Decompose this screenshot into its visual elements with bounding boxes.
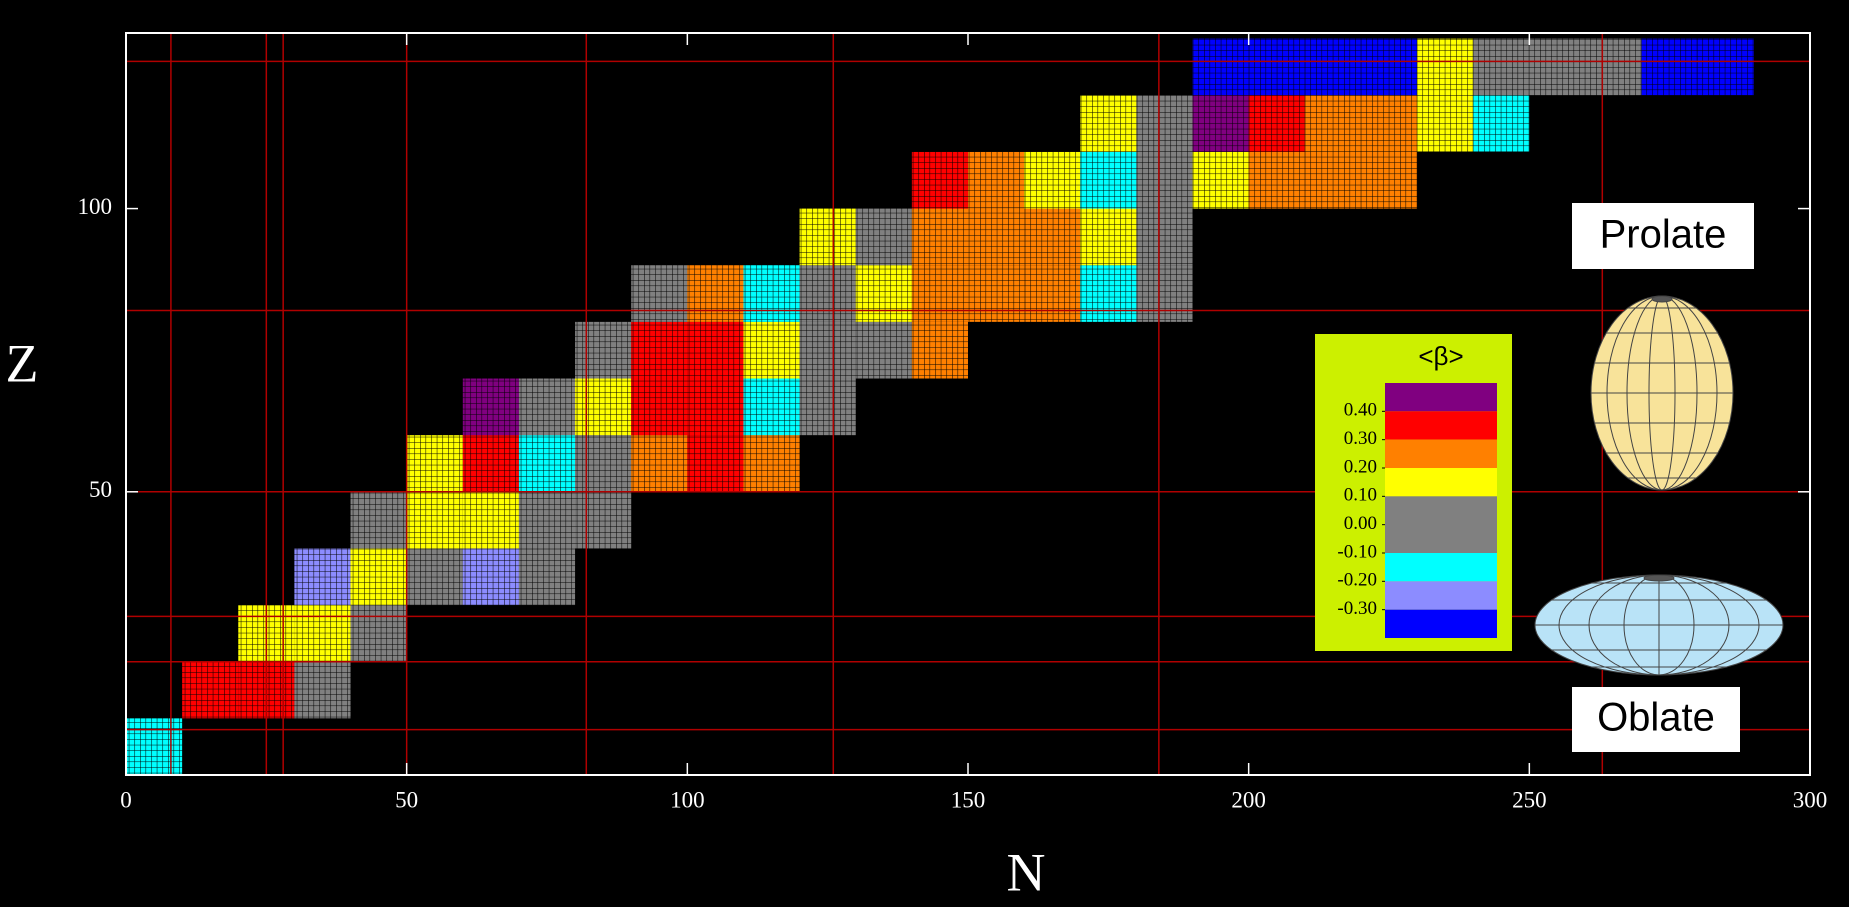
x-tick-label: 0 — [120, 787, 132, 812]
legend-tick-label: 0.30 — [1344, 428, 1377, 449]
legend: <β> 0.40 0.30 0.20 0.10 0.00 -0.10 -0.20 -0.30 — [1315, 334, 1512, 651]
legend-swatch — [1385, 439, 1497, 468]
x-tick-label: 300 — [1793, 787, 1828, 812]
legend-tick-label: -0.10 — [1337, 541, 1377, 562]
x-tick-label: 200 — [1231, 787, 1266, 812]
legend-swatch — [1385, 581, 1497, 610]
legend-swatch — [1385, 383, 1497, 412]
x-tick-label: 100 — [670, 787, 705, 812]
pole — [1643, 574, 1675, 582]
oblate-label: Oblate — [1597, 696, 1715, 740]
y-tick-label: 50 — [89, 477, 112, 502]
legend-swatch — [1385, 468, 1497, 497]
x-tick-label: 50 — [395, 787, 418, 812]
cell-mesh — [126, 33, 1810, 775]
oblate-shape — [1534, 574, 1784, 676]
legend-tick-label: 0.10 — [1344, 485, 1377, 506]
y-tick-label: 100 — [78, 194, 113, 219]
legend-swatch — [1385, 609, 1497, 638]
legend-tick-label: 0.40 — [1344, 400, 1377, 421]
legend-tick-label: 0.20 — [1344, 456, 1377, 477]
x-axis-title: N — [1007, 842, 1046, 902]
magic-lines — [126, 33, 1810, 775]
legend-swatch — [1385, 411, 1497, 440]
legend-title: <β> — [1418, 341, 1463, 371]
x-tick-label: 250 — [1512, 787, 1547, 812]
prolate-label-box — [1572, 203, 1754, 269]
legend-tick-label: -0.30 — [1337, 598, 1377, 619]
axes: 0 50 100 150 200 250 300 50 100 — [78, 33, 1828, 812]
pole — [1651, 295, 1673, 303]
legend-swatch — [1385, 496, 1497, 553]
legend-swatch — [1385, 553, 1497, 582]
legend-tick-label: 0.00 — [1344, 513, 1377, 534]
legend-tick-label: -0.20 — [1337, 570, 1377, 591]
prolate-shape — [1590, 295, 1734, 491]
oblate-label-box — [1572, 687, 1740, 752]
y-axis-title: Z — [6, 333, 39, 393]
x-tick-label: 150 — [951, 787, 986, 812]
prolate-label: Prolate — [1600, 213, 1727, 257]
